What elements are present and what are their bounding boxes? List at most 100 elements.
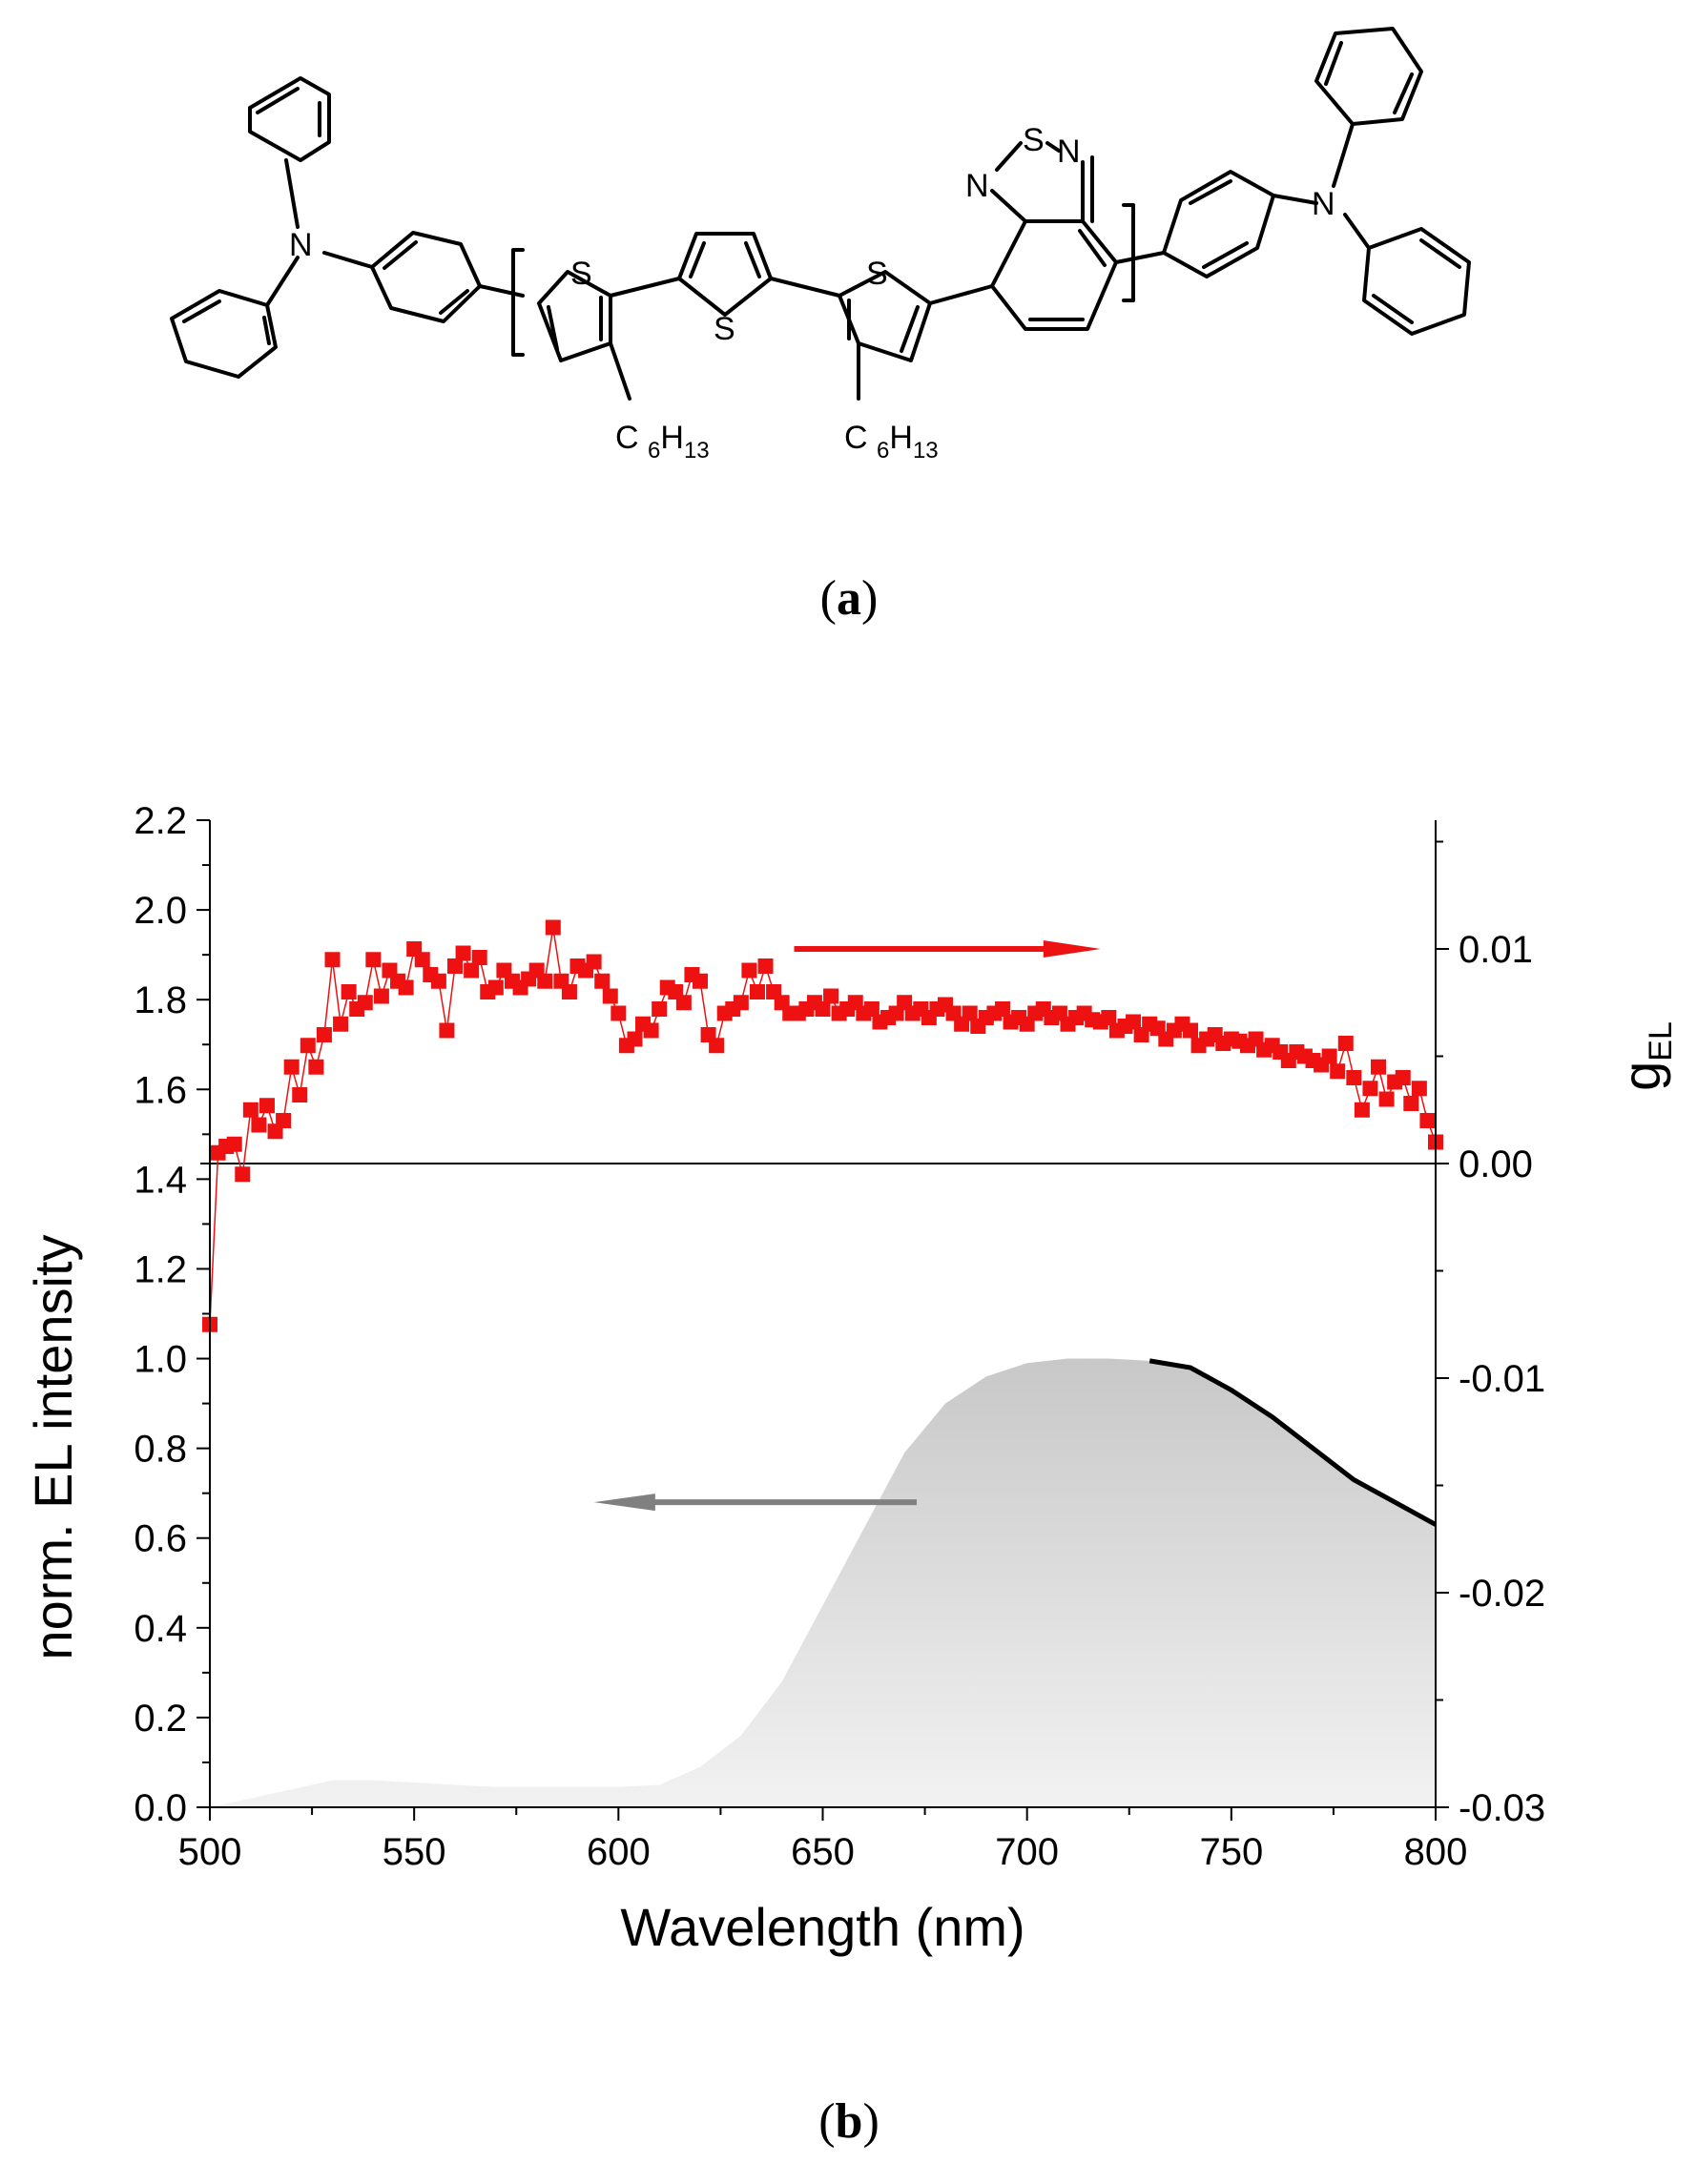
x-tick-label: 650 [791,1831,855,1873]
y-tick-label: 0.8 [134,1429,187,1471]
bond [182,299,221,323]
bracket [1122,203,1135,302]
bond [1393,72,1414,114]
gel-marker [439,1022,455,1039]
gel-marker [455,945,471,961]
gel-marker [283,1059,300,1075]
bond [990,189,1027,223]
gel-marker [627,1031,643,1047]
bond [1114,251,1166,264]
axes: 500 550 600 650 700 750 800 0.0 0.2 0.4 0.6 0.8 1.0 1… [134,800,1545,1873]
y-tick-label: 0.4 [134,1608,187,1650]
y2-tick-label: -0.03 [1459,1787,1545,1829]
x-tick-label: 800 [1404,1831,1468,1873]
bond [1078,229,1107,267]
gel-marker [545,919,561,936]
arrows [593,940,1101,1512]
thiophene-ring [537,270,612,362]
gel-marker [1126,1014,1142,1030]
gel-marker [652,1001,668,1017]
gel-marker [675,995,692,1011]
gel-marker [1403,1096,1419,1111]
gel-marker [316,1027,332,1042]
gel-marker [749,984,765,999]
phenyl-ring [248,76,331,162]
y2-axis-label: gEL [1611,1021,1679,1091]
bond [1045,141,1061,153]
panel-b-label: (b) [818,2094,880,2149]
bond [547,305,559,351]
y-tick-label: 2.2 [134,800,187,842]
gel-marker [741,962,757,979]
gel-marker [1354,1102,1370,1118]
gel-marker [398,979,414,996]
y-tick-label: 0.2 [134,1698,187,1740]
molecule-bonds [170,27,1471,401]
phenyl-ring [170,289,278,379]
bond [1419,238,1461,269]
gel-marker [308,1059,324,1075]
gel-marker [733,995,749,1011]
gel-marker [863,1001,880,1017]
molecule-structure: N N S S S S N N C 6H13 C 6H13 [170,27,1471,464]
gel-marker [1321,1048,1337,1064]
atom-n-btd-left: N [965,168,989,204]
gel-marker [602,988,618,1004]
gel-marker [1411,1081,1427,1097]
gel-marker [1371,1059,1387,1075]
gel-marker [1419,1113,1436,1128]
gel-marker [962,1005,978,1021]
el-intensity-line [1149,1358,1438,1527]
bond [439,289,469,315]
x-tick-label: 550 [383,1831,446,1873]
x-axis-label: Wavelength (nm) [620,1897,1024,1957]
gel-marker [586,954,602,970]
bond [744,241,761,278]
atom-s-thiophene-3: S [866,256,888,292]
benzo-ring [990,219,1118,331]
gel-marker [464,962,480,979]
gel-marker [1378,1091,1395,1107]
y2-tick-label: 0.00 [1459,1144,1533,1185]
bond [256,87,300,114]
bond [265,256,300,307]
gel-axis-arrowhead [1043,940,1101,958]
el-area-layer [210,1358,1436,1807]
x-tick-label: 500 [178,1831,242,1873]
bond [1343,213,1371,250]
bond [262,316,271,345]
phenyl-ring [1314,27,1423,126]
hexyl-chain-1: C 6H13 [615,420,710,464]
gel-marker [357,995,373,1011]
bond [1202,241,1249,269]
gel-marker [1337,1036,1354,1051]
phenyl-ring [370,231,482,323]
el-intensity-area [210,1358,1436,1807]
hexyl-chain-2: C 6H13 [844,420,939,464]
y2-tick-label: -0.02 [1459,1573,1545,1615]
bond [769,277,841,298]
gel-marker [414,952,430,968]
gel-marker [709,1038,725,1054]
gel-marker [365,952,382,968]
bond [609,341,631,401]
x-tick-label: 750 [1199,1831,1263,1873]
hexyl-chain-1-label: C [615,420,639,456]
phenyl-ring [1362,227,1471,336]
y-tick-label: 0.6 [134,1518,187,1560]
gel-marker [235,1166,251,1183]
gel-marker [594,973,611,989]
panel-a-letter: a [837,571,861,626]
bond [928,284,994,305]
gel-marker [300,1038,316,1054]
gel-marker [1362,1081,1378,1097]
atom-s-thiophene-2: S [714,311,735,347]
gel-marker [823,988,839,1004]
gel-marker [487,979,504,996]
bond [689,241,706,278]
bond [609,277,681,298]
gel-marker [693,973,708,989]
y-tick-label: 1.2 [134,1248,187,1290]
atom-s-thiophene-1: S [570,256,592,292]
atom-n-left: N [289,227,313,263]
